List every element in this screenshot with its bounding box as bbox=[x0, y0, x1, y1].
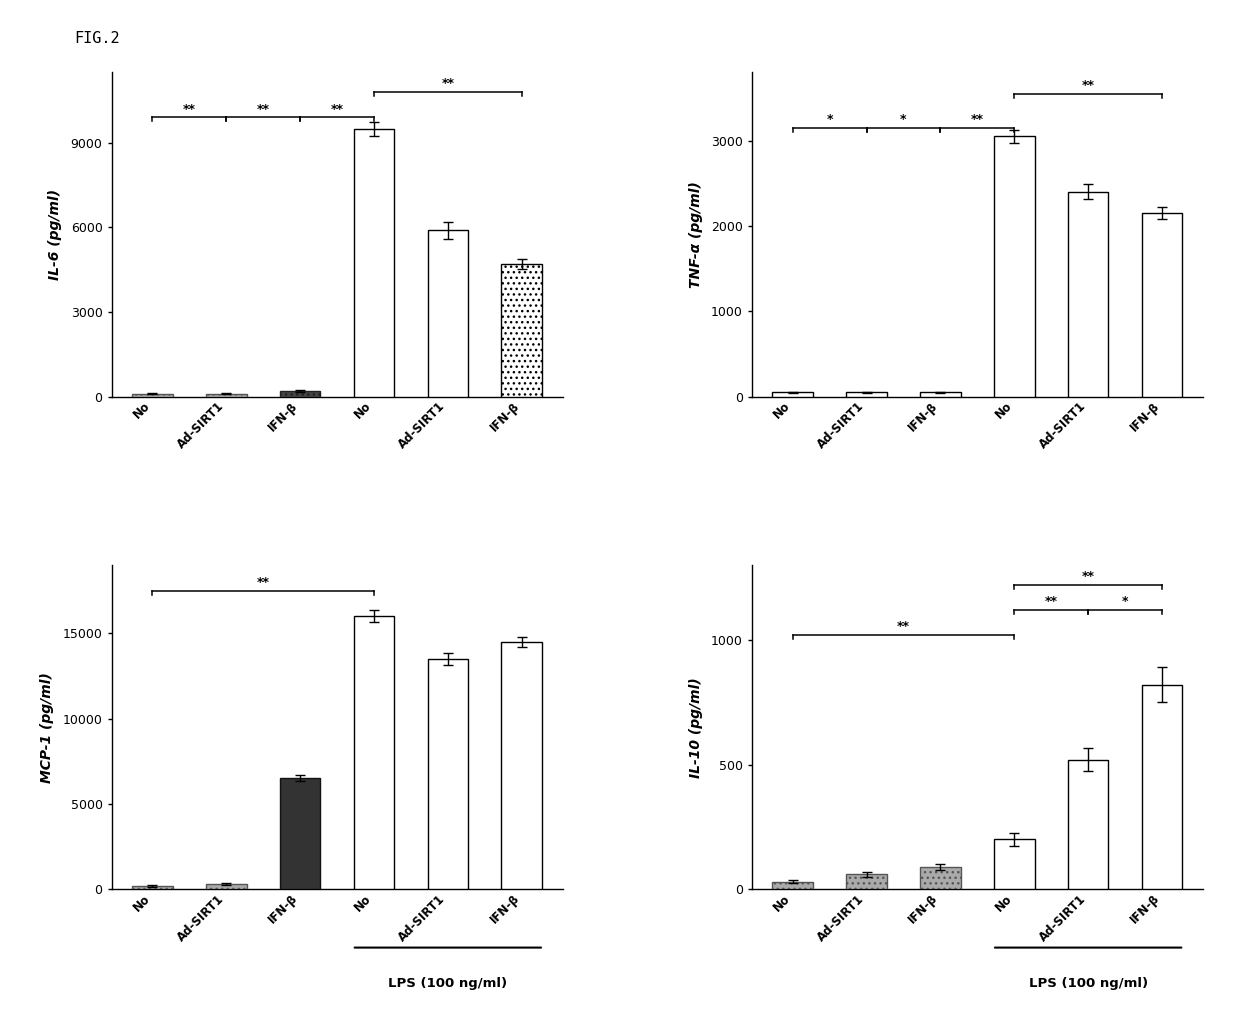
Bar bbox=[133, 394, 172, 396]
Text: **: ** bbox=[897, 620, 910, 633]
Bar bbox=[994, 840, 1034, 889]
Text: **: ** bbox=[182, 102, 196, 116]
Bar bbox=[1068, 760, 1109, 889]
Bar bbox=[846, 875, 887, 889]
Bar bbox=[773, 882, 813, 889]
Bar bbox=[1142, 213, 1182, 396]
Bar bbox=[501, 264, 542, 396]
Bar bbox=[353, 129, 394, 396]
Bar bbox=[1068, 191, 1109, 396]
Bar bbox=[773, 392, 813, 396]
Bar bbox=[206, 394, 247, 396]
Bar bbox=[353, 616, 394, 889]
Text: *: * bbox=[826, 113, 833, 126]
Text: *: * bbox=[900, 113, 906, 126]
Y-axis label: TNF-α (pg/ml): TNF-α (pg/ml) bbox=[688, 181, 703, 287]
Bar bbox=[994, 136, 1034, 396]
Text: **: ** bbox=[1081, 571, 1095, 583]
Text: **: ** bbox=[257, 576, 269, 589]
Bar bbox=[428, 231, 469, 396]
Bar bbox=[206, 884, 247, 889]
Text: *: * bbox=[1122, 596, 1128, 608]
Text: **: ** bbox=[441, 78, 454, 91]
Text: **: ** bbox=[257, 102, 269, 116]
Bar bbox=[133, 886, 172, 889]
Bar bbox=[280, 391, 320, 396]
Y-axis label: IL-10 (pg/ml): IL-10 (pg/ml) bbox=[688, 677, 703, 778]
Text: **: ** bbox=[971, 113, 983, 126]
Bar bbox=[920, 866, 961, 889]
Text: **: ** bbox=[331, 102, 343, 116]
Bar bbox=[501, 642, 542, 889]
Y-axis label: IL-6 (pg/ml): IL-6 (pg/ml) bbox=[48, 189, 62, 280]
Text: **: ** bbox=[1081, 79, 1095, 92]
Text: LPS (100 ng/ml): LPS (100 ng/ml) bbox=[1028, 977, 1148, 990]
Text: LPS (100 ng/ml): LPS (100 ng/ml) bbox=[388, 977, 507, 990]
Bar bbox=[428, 659, 469, 889]
Bar bbox=[1142, 685, 1182, 889]
Bar bbox=[846, 392, 887, 396]
Bar bbox=[280, 779, 320, 889]
Text: FIG.2: FIG.2 bbox=[74, 31, 120, 47]
Bar bbox=[920, 392, 961, 396]
Y-axis label: MCP-1 (pg/ml): MCP-1 (pg/ml) bbox=[41, 672, 55, 783]
Text: **: ** bbox=[1045, 596, 1058, 608]
